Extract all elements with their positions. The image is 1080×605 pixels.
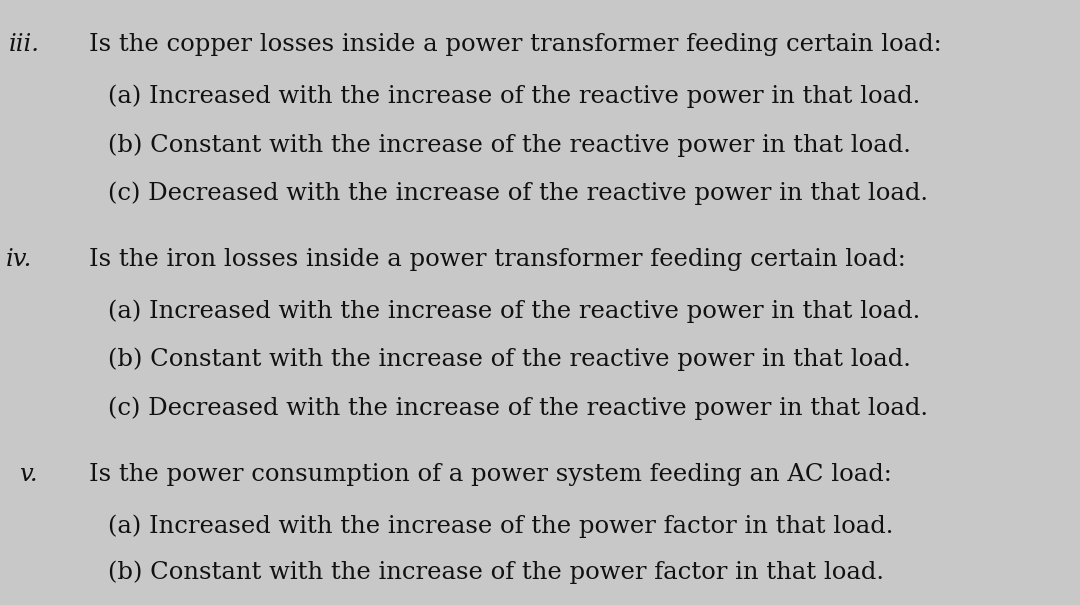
Text: (a) Increased with the increase of the power factor in that load.: (a) Increased with the increase of the p… — [108, 514, 893, 538]
Text: (c) Decreased with the increase of the reactive power in that load.: (c) Decreased with the increase of the r… — [108, 396, 928, 420]
Text: Is the iron losses inside a power transformer feeding certain load:: Is the iron losses inside a power transf… — [89, 248, 905, 271]
Text: (a) Increased with the increase of the reactive power in that load.: (a) Increased with the increase of the r… — [108, 85, 920, 108]
Text: (b) Constant with the increase of the power factor in that load.: (b) Constant with the increase of the po… — [108, 561, 885, 584]
Text: iv.: iv. — [5, 248, 31, 271]
Text: (b) Constant with the increase of the reactive power in that load.: (b) Constant with the increase of the re… — [108, 133, 910, 157]
Text: (a) Increased with the increase of the reactive power in that load.: (a) Increased with the increase of the r… — [108, 299, 920, 323]
Text: Is the power consumption of a power system feeding an AC load:: Is the power consumption of a power syst… — [89, 463, 891, 486]
Text: v.: v. — [19, 463, 38, 486]
Text: (b) Constant with the increase of the reactive power in that load.: (b) Constant with the increase of the re… — [108, 348, 910, 371]
Text: (c) Decreased with the increase of the reactive power in that load.: (c) Decreased with the increase of the r… — [108, 182, 928, 205]
Text: Is the copper losses inside a power transformer feeding certain load:: Is the copper losses inside a power tran… — [89, 33, 942, 56]
Text: iii.: iii. — [9, 33, 40, 56]
